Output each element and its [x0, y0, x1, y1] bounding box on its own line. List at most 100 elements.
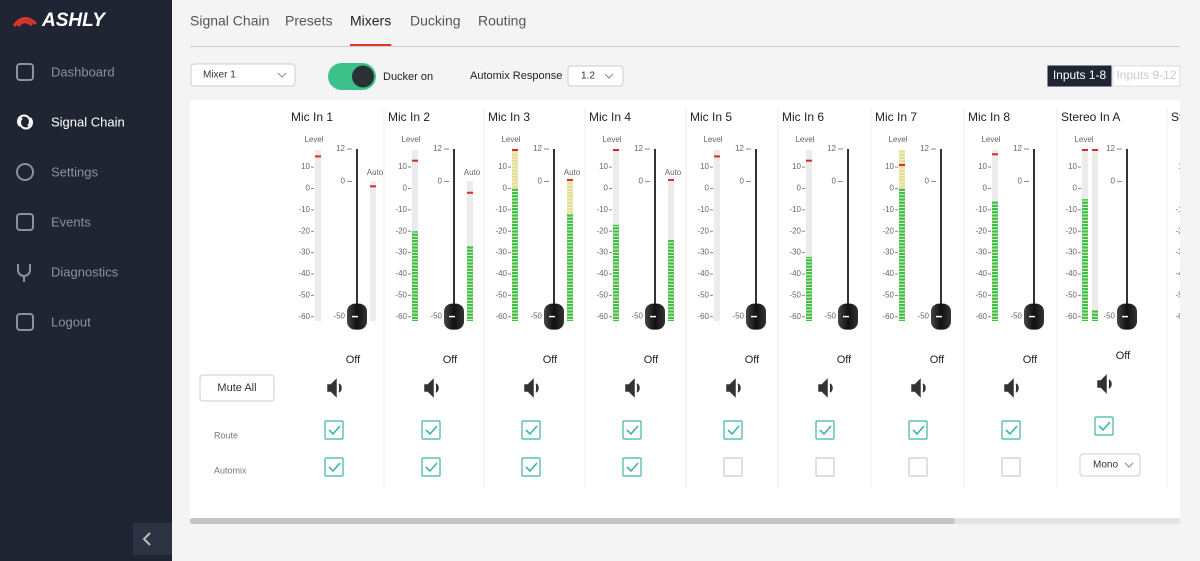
- menu-label: Dashboard: [51, 64, 115, 79]
- checkmark: [328, 425, 341, 436]
- mute-icon[interactable]: [726, 378, 741, 398]
- mute-icon[interactable]: [818, 378, 833, 398]
- checkbox[interactable]: [622, 420, 642, 440]
- meter-level: [992, 201, 998, 321]
- meter-tick-label: 10: [398, 162, 407, 171]
- menu-item[interactable]: Settings: [16, 163, 98, 181]
- mute-icon[interactable]: [424, 378, 439, 398]
- fader-value: Off: [930, 354, 945, 366]
- menu-item[interactable]: Logout: [16, 313, 91, 331]
- meter-tick-label: -20: [596, 226, 608, 235]
- meter-tick-label: -60: [596, 312, 608, 321]
- checkbox[interactable]: [324, 420, 344, 440]
- menu-item[interactable]: Diagnostics: [17, 264, 119, 282]
- meter-level: [512, 188, 518, 321]
- channel-strip: Mic In 5 Level 10 0 -10 -20 -30 -40 -50 -60 12 0 -50…: [690, 108, 779, 488]
- tab[interactable]: Presets: [285, 13, 332, 29]
- menu-item[interactable]: Events: [16, 213, 91, 231]
- toggle-knob: [352, 65, 374, 88]
- fader-tick-label: 0: [538, 177, 543, 186]
- fader-tick-label: -50: [333, 312, 345, 321]
- checkbox[interactable]: [1001, 420, 1021, 440]
- mute-all-button[interactable]: [199, 374, 275, 402]
- channel-name: Mic In 7: [875, 110, 917, 124]
- checkbox[interactable]: [908, 420, 928, 440]
- meter-tick-label: -30: [298, 248, 310, 257]
- sidebar: [0, 0, 172, 561]
- channel-name: Mic In 3: [488, 110, 530, 124]
- checkbox[interactable]: [723, 457, 743, 477]
- fader-tick-label: 12: [533, 144, 542, 153]
- fader-track: [1033, 149, 1035, 322]
- checkmark: [425, 425, 438, 436]
- meter-peak: [899, 163, 905, 166]
- meter-peak: [806, 159, 812, 162]
- mute-icon[interactable]: [524, 378, 539, 398]
- fader-tick-label: -50: [430, 312, 442, 321]
- meter-tick-label: 0: [604, 184, 609, 193]
- menu-label: Logout: [51, 314, 91, 329]
- menu-item[interactable]: Signal Chain: [17, 114, 125, 130]
- checkbox[interactable]: [521, 420, 541, 440]
- tab[interactable]: Ducking: [410, 13, 461, 29]
- fader-tick-label: 12: [735, 144, 744, 153]
- mute-icon[interactable]: [911, 378, 926, 398]
- checkbox[interactable]: [622, 457, 642, 477]
- fader-value: Off: [1116, 350, 1131, 362]
- meter-level-hot: [512, 150, 518, 189]
- fader-tick-label: -50: [631, 312, 643, 321]
- tab-underline: [350, 44, 392, 47]
- tab[interactable]: Routing: [478, 13, 526, 29]
- ducker-toggle[interactable]: [328, 63, 376, 90]
- meter-peak: [714, 155, 720, 158]
- meter-peak: [992, 153, 998, 156]
- meter-tick-label: -60: [882, 312, 894, 321]
- checkbox[interactable]: [908, 457, 928, 477]
- collapse-button[interactable]: [133, 523, 172, 555]
- mixer-select-value: Mixer 1: [203, 70, 236, 81]
- meter-tick-label: -30: [495, 248, 507, 257]
- meter-tick-label: -60: [975, 312, 987, 321]
- fader-track: [847, 149, 849, 322]
- meter-tick-label: -60: [495, 312, 507, 321]
- mute-icon[interactable]: [1004, 378, 1019, 398]
- checkbox[interactable]: [521, 457, 541, 477]
- tab[interactable]: Mixers: [350, 13, 391, 29]
- tabs: Signal Chain Presets Mixers Ducking Routing: [190, 13, 526, 47]
- meter-tick-label: -30: [1175, 248, 1187, 257]
- checkbox[interactable]: [324, 457, 344, 477]
- checkbox[interactable]: [421, 420, 441, 440]
- mute-icon[interactable]: [1097, 374, 1112, 394]
- checkbox[interactable]: [1001, 457, 1021, 477]
- page-button[interactable]: [1047, 65, 1112, 87]
- tab[interactable]: Signal Chain: [190, 13, 269, 29]
- meter-tick-label: -10: [975, 205, 987, 214]
- mute-icon[interactable]: [327, 378, 342, 398]
- meter-tick-label: -40: [298, 269, 310, 278]
- channel-strip: Mic In 4 Level 10 0 -10 -20 -30 -40 -50 -60 Auto 12…: [589, 108, 687, 488]
- menu-icon: [17, 114, 33, 130]
- mute-icon[interactable]: [625, 378, 640, 398]
- meter-level: [1082, 199, 1088, 321]
- menu-icon: [16, 63, 34, 81]
- mono-select[interactable]: [1079, 453, 1141, 477]
- fader-value: Off: [837, 354, 852, 366]
- channel-strip: Stereo In A Level 10 0 -10 -20 -30 -40 -50 -60 12 0…: [1061, 108, 1168, 488]
- fader-track: [1126, 149, 1128, 322]
- menu-item[interactable]: Dashboard: [16, 63, 115, 81]
- page-button[interactable]: [1112, 65, 1181, 87]
- fader-tick-label: 12: [634, 144, 643, 153]
- automix-response-select[interactable]: [567, 65, 624, 87]
- checkbox[interactable]: [815, 457, 835, 477]
- meter-level: [1092, 310, 1098, 321]
- brand: ASHLY: [41, 10, 107, 31]
- checkbox[interactable]: [723, 420, 743, 440]
- scroll-thumb[interactable]: [190, 518, 955, 524]
- checkbox[interactable]: [421, 457, 441, 477]
- checkbox[interactable]: [1094, 416, 1114, 436]
- checkbox[interactable]: [815, 420, 835, 440]
- chevron: [604, 73, 614, 79]
- mixer-select[interactable]: [190, 63, 296, 87]
- auto-peak: [668, 178, 674, 181]
